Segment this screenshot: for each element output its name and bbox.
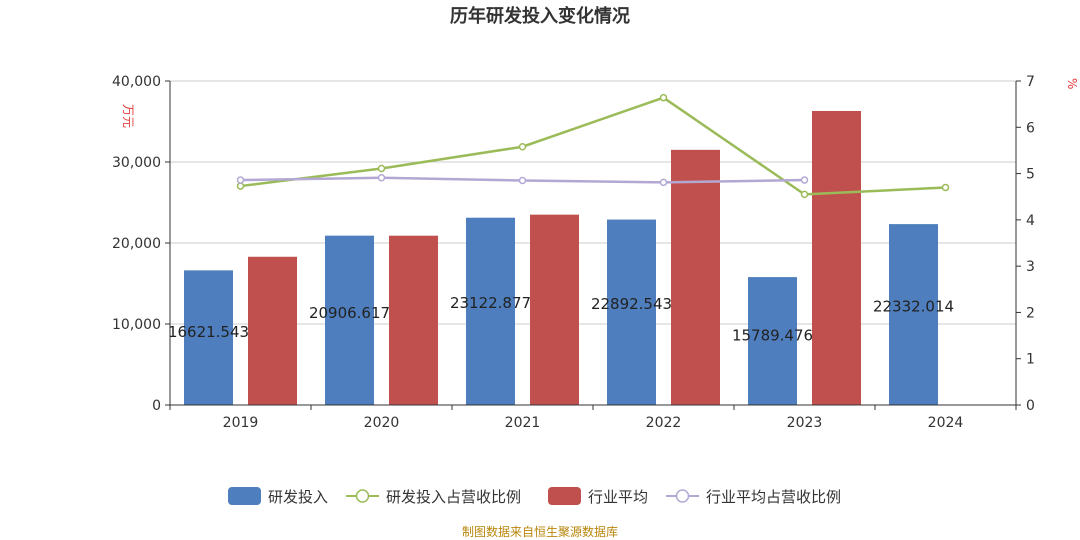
left-tick-label: 40,000 — [112, 74, 161, 90]
point-industry-ratio — [800, 176, 809, 184]
bar-rd-investment — [466, 217, 515, 405]
legend-label: 行业平均占营收比例 — [706, 488, 841, 506]
bar-data-label: 15789.476 — [732, 327, 813, 345]
legend-item-2[interactable]: 研发投入占营收比例 — [346, 488, 521, 506]
legend-label: 行业平均 — [588, 488, 648, 506]
point-rd-ratio — [659, 93, 668, 102]
bar-industry-average — [812, 110, 861, 405]
right-tick-label: 1 — [1026, 352, 1035, 368]
x-tick-label: 2021 — [505, 415, 541, 431]
right-axis-unit: % — [1065, 78, 1079, 89]
legend-swatch-marker — [675, 489, 690, 503]
point-rd-ratio — [941, 183, 950, 192]
legend-item-3[interactable]: 行业平均 — [548, 487, 648, 506]
gridlines — [170, 80, 1016, 325]
source-note: 制图数据来自恒生聚源数据库 — [462, 524, 618, 539]
bar-industry-average — [248, 256, 297, 405]
legend[interactable]: 研发投入 研发投入占营收比例 行业平均 行业平均占营收比例 — [228, 487, 841, 506]
left-tick-label: 20,000 — [112, 236, 161, 252]
x-tick-label: 2020 — [364, 415, 400, 431]
x-tick-label: 2024 — [928, 415, 964, 431]
lines — [236, 93, 950, 199]
bar-industry-average — [671, 149, 720, 405]
legend-item-1[interactable]: 研发投入 — [228, 487, 328, 506]
left-tick-label: 0 — [152, 398, 161, 414]
bar-data-label: 22892.543 — [591, 295, 672, 313]
left-tick-label: 10,000 — [112, 317, 161, 333]
legend-swatch — [228, 487, 261, 505]
right-tick-label: 4 — [1026, 213, 1035, 229]
left-tick-label: 30,000 — [112, 155, 161, 171]
bar-data-label: 20906.617 — [309, 304, 390, 322]
bar-rd-investment — [748, 277, 797, 405]
right-tick-label: 5 — [1026, 167, 1035, 183]
point-rd-ratio — [377, 164, 386, 173]
bars — [184, 110, 938, 405]
legend-swatch-marker — [355, 489, 370, 503]
bar-industry-average — [389, 235, 438, 405]
bar-industry-average — [530, 214, 579, 405]
right-tick-label: 6 — [1026, 120, 1035, 136]
line-rd-ratio — [240, 96, 946, 196]
bar-rd-investment — [325, 235, 374, 405]
data-labels: 16621.543 20906.617 23122.877 22892.543 1578… — [168, 294, 954, 345]
x-tick-label: 2019 — [223, 415, 259, 431]
point-industry-ratio — [659, 178, 668, 187]
point-industry-ratio — [518, 176, 527, 185]
point-industry-ratio — [377, 173, 386, 182]
bar-rd-investment — [184, 270, 233, 405]
legend-item-4[interactable]: 行业平均占营收比例 — [666, 488, 841, 506]
legend-label: 研发投入占营收比例 — [386, 488, 521, 506]
right-tick-label: 2 — [1026, 305, 1035, 321]
legend-swatch — [548, 487, 581, 505]
bar-rd-investment — [607, 219, 656, 405]
legend-label: 研发投入 — [268, 488, 328, 506]
right-tick-label: 7 — [1026, 74, 1035, 90]
point-industry-ratio — [236, 176, 245, 184]
right-tick-label: 0 — [1026, 398, 1035, 414]
bar-data-label: 22332.014 — [873, 298, 954, 316]
point-rd-ratio — [800, 190, 809, 199]
left-axis-unit: 万元 — [121, 104, 135, 128]
bar-data-label: 23122.877 — [450, 294, 531, 312]
point-rd-ratio — [236, 182, 245, 190]
chart-title: 历年研发投入变化情况 — [450, 5, 630, 27]
x-tick-label: 2022 — [646, 415, 682, 431]
point-rd-ratio — [518, 142, 527, 151]
axes: 0 10,000 20,000 30,000 40,000 0 1 2 3 4 5 6 7 2019 202… — [112, 74, 1035, 431]
bar-rd-investment — [889, 224, 938, 405]
x-tick-label: 2023 — [787, 415, 823, 431]
right-tick-label: 3 — [1026, 259, 1035, 275]
bar-data-label: 16621.543 — [168, 323, 249, 341]
